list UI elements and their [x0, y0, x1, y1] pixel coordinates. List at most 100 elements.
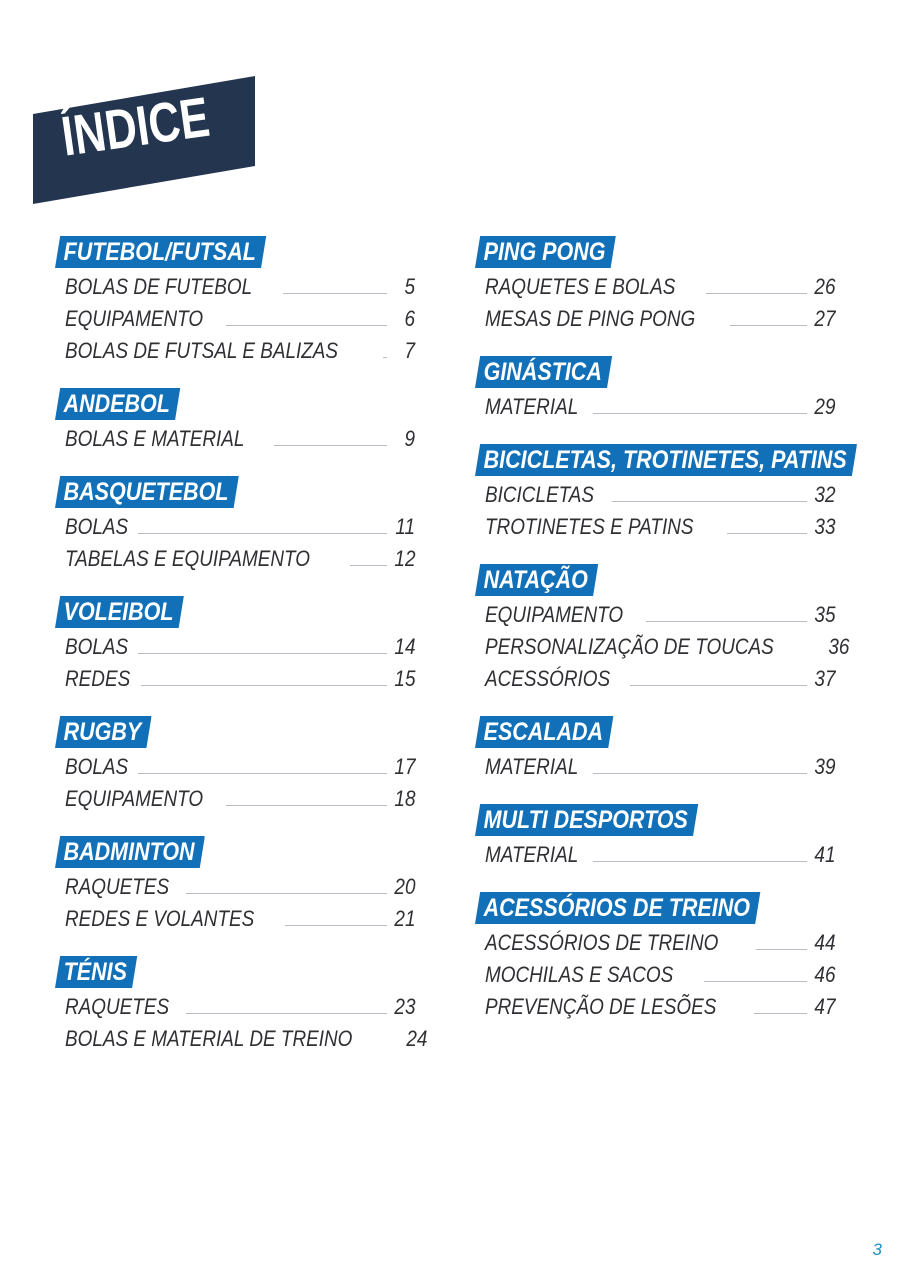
entry-page-number: 12 — [393, 546, 415, 571]
entry-page-number: 5 — [404, 274, 415, 299]
entry-page-number: 15 — [393, 666, 415, 691]
toc-section: BASQUETEBOL BOLAS 11 TABELAS E EQUIPAMENTO 1… — [55, 476, 415, 572]
toc-entry[interactable]: TROTINETES E PATINS 33 — [475, 508, 835, 540]
toc-entry[interactable]: BOLAS DE FUTEBOL 5 — [55, 268, 415, 300]
category-heading: GINÁSTICA — [475, 356, 612, 388]
category-heading: NATAÇÃO — [475, 564, 598, 596]
toc-section: GINÁSTICA MATERIAL 29 — [475, 356, 835, 420]
toc-section: ACESSÓRIOS DE TREINO ACESSÓRIOS DE TREINO… — [475, 892, 835, 1020]
toc-entry[interactable]: BOLAS E MATERIAL 9 — [55, 420, 415, 452]
toc-entry[interactable]: MATERIAL 29 — [475, 388, 835, 420]
entry-label: BOLAS DE FUTSAL E BALIZAS — [65, 338, 339, 363]
entry-page-number: 24 — [406, 1026, 428, 1051]
toc-section: ANDEBOL BOLAS E MATERIAL 9 — [55, 388, 415, 452]
toc-entry[interactable]: BOLAS 14 — [55, 628, 415, 660]
entry-label: BOLAS — [65, 754, 129, 779]
leader-line — [382, 357, 387, 358]
toc-entry[interactable]: RAQUETES E BOLAS 26 — [475, 268, 835, 300]
category-heading: VOLEIBOL — [55, 596, 184, 628]
entry-label: TABELAS E EQUIPAMENTO — [65, 546, 310, 571]
leader-line — [593, 413, 807, 414]
toc-entry[interactable]: PERSONALIZAÇÃO DE TOUCAS 36 — [475, 628, 849, 660]
entry-label: BOLAS E MATERIAL — [65, 426, 245, 451]
entry-label: EQUIPAMENTO — [65, 786, 204, 811]
right-column: PING PONG RAQUETES E BOLAS 26 MESAS DE PING… — [475, 236, 835, 1044]
entry-label: BOLAS DE FUTEBOL — [65, 274, 253, 299]
entry-page-number: 6 — [404, 306, 415, 331]
category-heading: ANDEBOL — [55, 388, 180, 420]
toc-entry[interactable]: ACESSÓRIOS DE TREINO 44 — [475, 924, 835, 956]
toc-entry[interactable]: EQUIPAMENTO 6 — [55, 300, 415, 332]
entry-page-number: 21 — [393, 906, 415, 931]
entry-label: MESAS DE PING PONG — [485, 306, 696, 331]
toc-entry[interactable]: ACESSÓRIOS 37 — [475, 660, 835, 692]
toc-entry[interactable]: BOLAS E MATERIAL DE TREINO 24 — [55, 1020, 428, 1052]
leader-line — [727, 533, 807, 534]
leader-line — [225, 325, 387, 326]
leader-line — [138, 653, 387, 654]
leader-line — [753, 1013, 807, 1014]
entry-page-number: 33 — [813, 514, 835, 539]
entry-page-number: 23 — [393, 994, 415, 1019]
entry-page-number: 17 — [393, 754, 415, 779]
entry-page-number: 20 — [393, 874, 415, 899]
toc-entry[interactable]: RAQUETES 23 — [55, 988, 415, 1020]
toc-section: MULTI DESPORTOS MATERIAL 41 — [475, 804, 835, 868]
entry-label: ACESSÓRIOS — [485, 666, 611, 691]
leader-line — [138, 533, 387, 534]
leader-line — [138, 773, 387, 774]
leader-line — [186, 1013, 387, 1014]
entry-label: RAQUETES E BOLAS — [485, 274, 676, 299]
entry-label: MOCHILAS E SACOS — [485, 962, 674, 987]
toc-entry[interactable]: REDES E VOLANTES 21 — [55, 900, 415, 932]
toc-entry[interactable]: PREVENÇÃO DE LESÕES 47 — [475, 988, 835, 1020]
entry-page-number: 32 — [813, 482, 835, 507]
entry-label: BOLAS — [65, 634, 129, 659]
toc-entry[interactable]: BOLAS DE FUTSAL E BALIZAS 7 — [55, 332, 415, 364]
entry-label: BICICLETAS — [485, 482, 595, 507]
category-heading: PING PONG — [475, 236, 616, 268]
category-heading: RUGBY — [55, 716, 152, 748]
toc-entry[interactable]: RAQUETES 20 — [55, 868, 415, 900]
toc-entry[interactable]: MESAS DE PING PONG 27 — [475, 300, 835, 332]
toc-entry[interactable]: MATERIAL 41 — [475, 836, 835, 868]
leader-line — [729, 325, 807, 326]
leader-line — [140, 685, 387, 686]
leader-line — [273, 445, 387, 446]
toc-section: RUGBY BOLAS 17 EQUIPAMENTO 18 — [55, 716, 415, 812]
page-number: 3 — [872, 1240, 882, 1259]
toc-entry[interactable]: BOLAS 11 — [55, 508, 415, 540]
entry-page-number: 14 — [393, 634, 415, 659]
toc-entry[interactable]: EQUIPAMENTO 18 — [55, 780, 415, 812]
leader-line — [349, 565, 387, 566]
entry-label: TROTINETES E PATINS — [485, 514, 694, 539]
leader-line — [593, 773, 807, 774]
toc-entry[interactable]: MATERIAL 39 — [475, 748, 835, 780]
toc-entry[interactable]: BICICLETAS 32 — [475, 476, 835, 508]
toc-entry[interactable]: MOCHILAS E SACOS 46 — [475, 956, 835, 988]
entry-label: MATERIAL — [485, 754, 579, 779]
leader-line — [706, 293, 807, 294]
leader-line — [703, 981, 807, 982]
entry-page-number: 27 — [813, 306, 835, 331]
entry-page-number: 18 — [393, 786, 415, 811]
category-heading: ACESSÓRIOS DE TREINO — [475, 892, 760, 924]
entry-label: BOLAS — [65, 514, 129, 539]
entry-page-number: 39 — [813, 754, 835, 779]
entry-page-number: 29 — [813, 394, 835, 419]
toc-section: ESCALADA MATERIAL 39 — [475, 716, 835, 780]
toc-section: TÉNIS RAQUETES 23 BOLAS E MATERIAL DE TREIN… — [55, 956, 428, 1052]
toc-entry[interactable]: REDES 15 — [55, 660, 415, 692]
toc-entry[interactable]: TABELAS E EQUIPAMENTO 12 — [55, 540, 415, 572]
entry-page-number: 47 — [813, 994, 835, 1019]
leader-line — [611, 501, 807, 502]
entry-page-number: 46 — [813, 962, 835, 987]
category-heading: TÉNIS — [55, 956, 137, 988]
toc-entry[interactable]: EQUIPAMENTO 35 — [475, 596, 835, 628]
entry-label: RAQUETES — [65, 874, 170, 899]
leader-line — [282, 293, 387, 294]
leader-line — [756, 949, 807, 950]
toc-entry[interactable]: BOLAS 17 — [55, 748, 415, 780]
entry-label: MATERIAL — [485, 842, 579, 867]
entry-label: REDES E VOLANTES — [65, 906, 255, 931]
